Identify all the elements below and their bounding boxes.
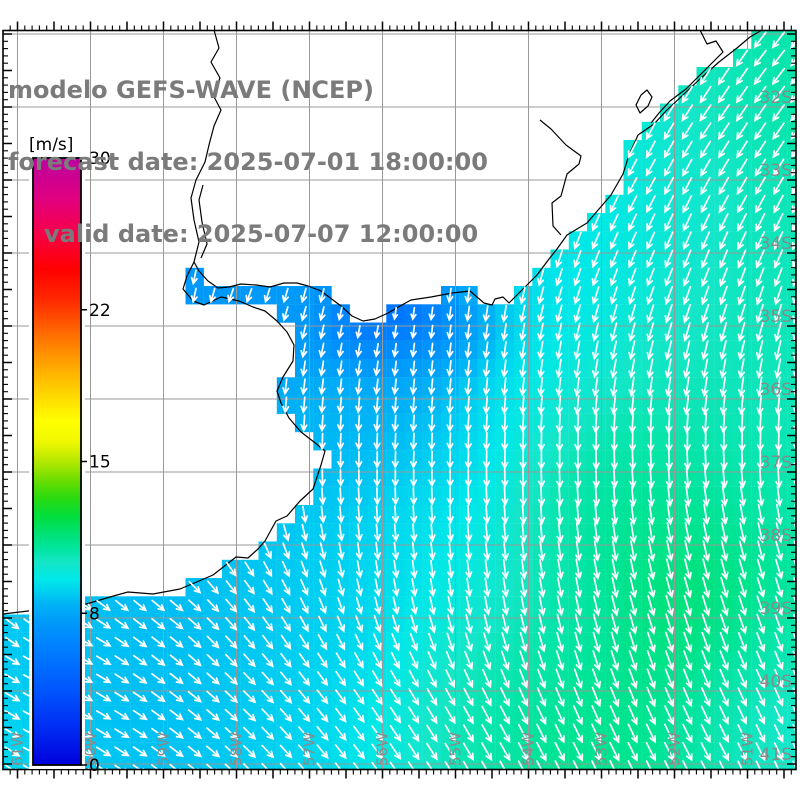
- svg-text:56W: 56W: [374, 732, 392, 766]
- svg-text:41S: 41S: [760, 745, 792, 765]
- svg-text:37S: 37S: [760, 453, 792, 473]
- longitude-labels: 61W 60W 59W 58W 57W 56W 55W 54W 53W 52W 51W: [9, 732, 757, 766]
- svg-text:34S: 34S: [760, 234, 792, 254]
- svg-text:57W: 57W: [301, 732, 319, 766]
- svg-text:30: 30: [89, 149, 111, 169]
- svg-text:58W: 58W: [228, 732, 246, 766]
- colorbar: [m/s] 30 22 15 8 0: [29, 135, 111, 776]
- svg-text:0: 0: [89, 756, 100, 776]
- svg-text:59W: 59W: [155, 732, 173, 766]
- svg-text:35S: 35S: [760, 307, 792, 327]
- svg-text:39S: 39S: [760, 599, 792, 619]
- svg-text:22: 22: [89, 301, 111, 321]
- svg-text:54W: 54W: [520, 732, 538, 766]
- lat-lon-gridlines: [3, 30, 796, 770]
- colorbar-unit-label: [m/s]: [29, 135, 73, 155]
- svg-text:38S: 38S: [760, 526, 792, 546]
- svg-text:15: 15: [89, 453, 111, 473]
- svg-text:55W: 55W: [447, 732, 465, 766]
- map-frame: [2, 21, 797, 779]
- latitude-labels: 32S 33S 34S 35S 36S 37S 38S 39S 40S 41S: [760, 88, 792, 765]
- svg-text:32S: 32S: [760, 88, 792, 108]
- svg-text:40S: 40S: [760, 672, 792, 692]
- svg-text:53W: 53W: [593, 732, 611, 766]
- svg-text:33S: 33S: [760, 161, 792, 181]
- svg-text:61W: 61W: [9, 732, 27, 766]
- svg-text:8: 8: [89, 604, 100, 624]
- svg-text:52W: 52W: [666, 732, 684, 766]
- svg-text:36S: 36S: [760, 380, 792, 400]
- svg-text:51W: 51W: [739, 732, 757, 766]
- coastline: [2, 29, 763, 615]
